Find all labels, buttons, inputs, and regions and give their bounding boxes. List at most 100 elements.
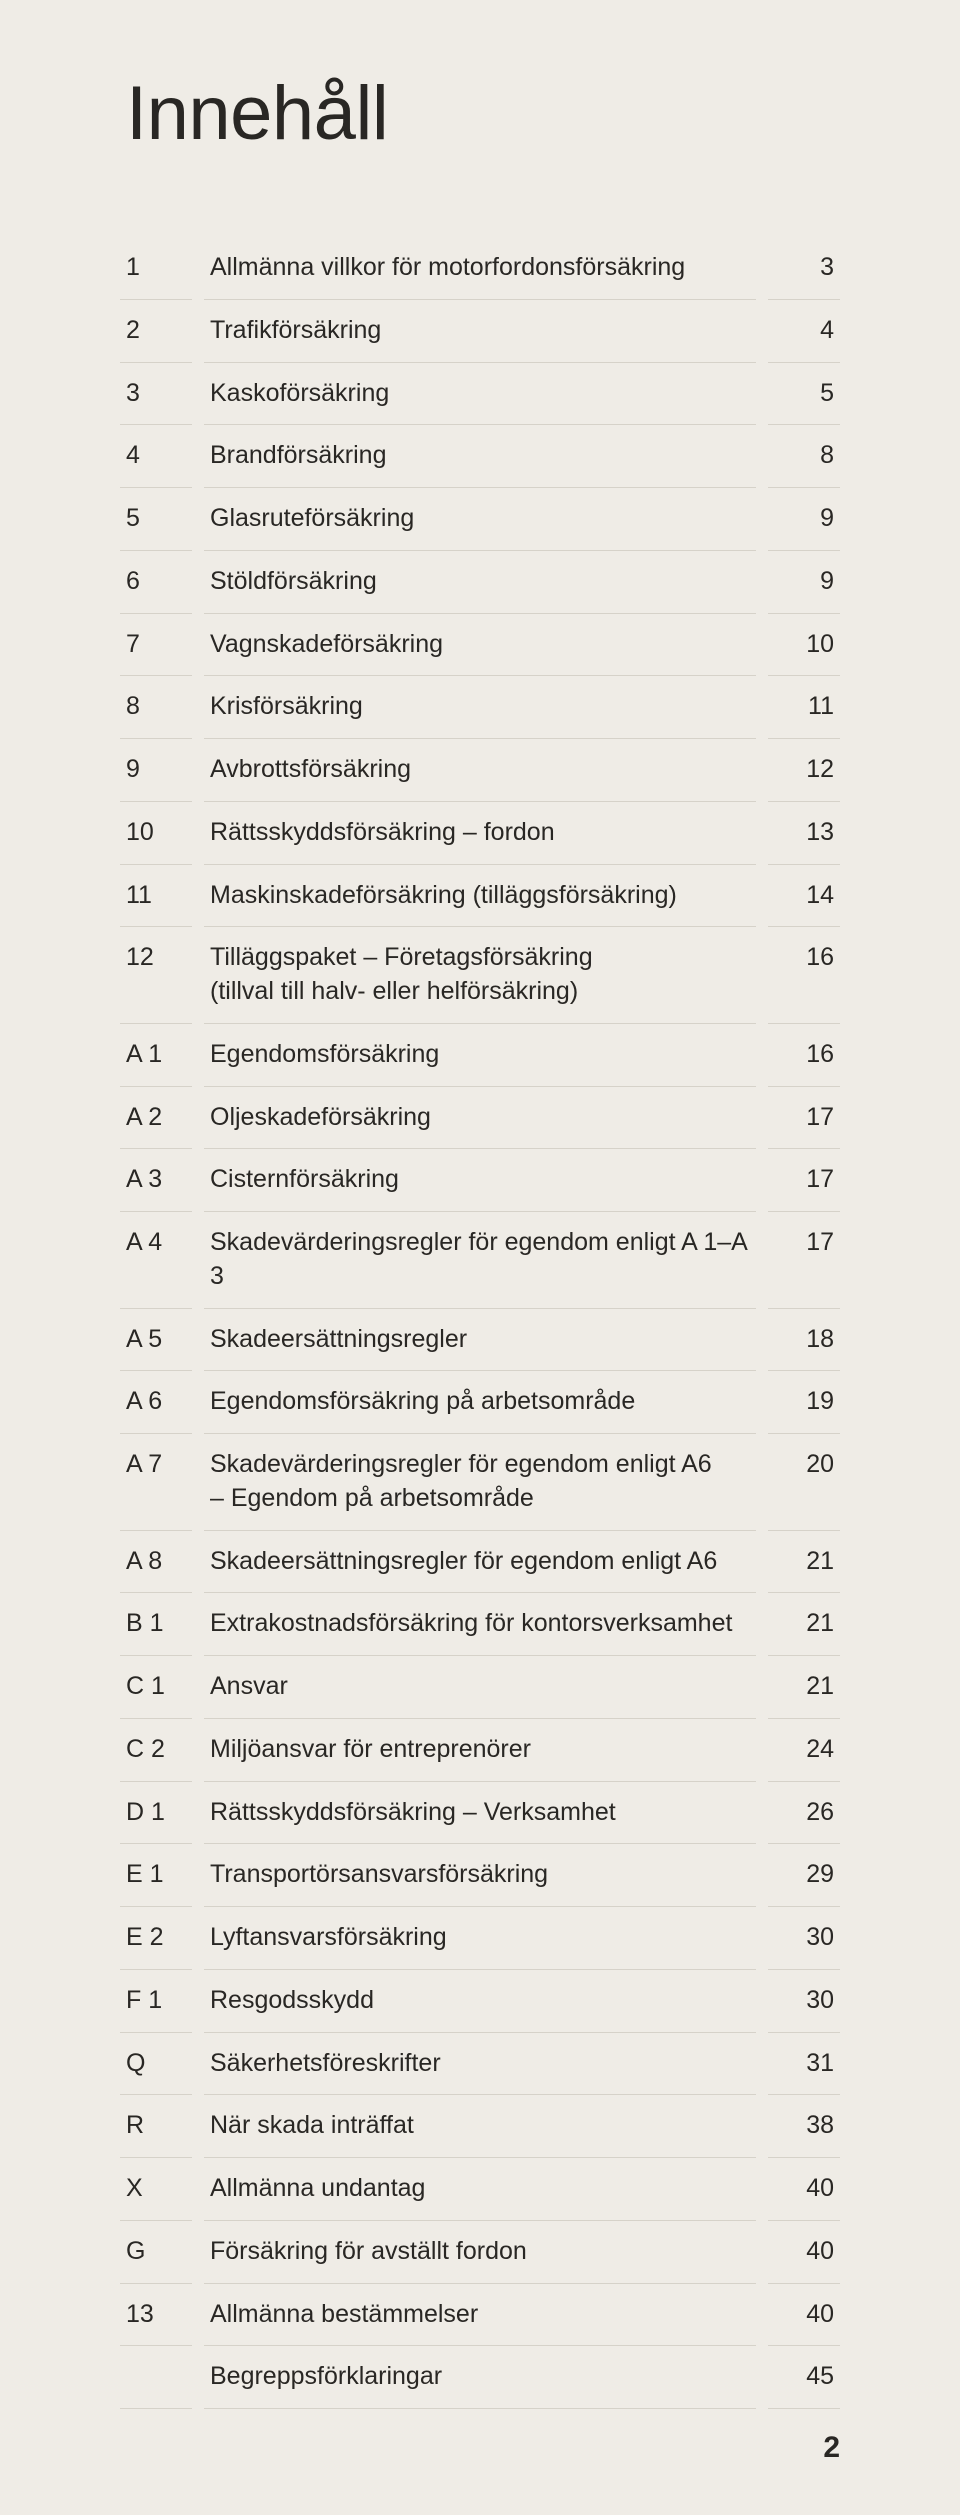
toc-page: 9: [768, 488, 840, 551]
toc-section: A 3: [120, 1149, 192, 1212]
toc-page: 45: [768, 2346, 840, 2409]
toc-section: G: [120, 2221, 192, 2284]
toc-table: 1Allmänna villkor för motorfordonsförsäk…: [120, 237, 840, 2409]
toc-label: Stöldförsäkring: [204, 551, 756, 614]
toc-label: Egendomsförsäkring: [204, 1024, 756, 1087]
toc-page: 30: [768, 1907, 840, 1970]
toc-section: 3: [120, 363, 192, 426]
toc-page: 31: [768, 2033, 840, 2096]
toc-label: Trafikförsäkring: [204, 300, 756, 363]
toc-section: 1: [120, 237, 192, 300]
toc-page: 10: [768, 614, 840, 677]
toc-section: E 1: [120, 1844, 192, 1907]
toc-label: Oljeskadeförsäkring: [204, 1087, 756, 1150]
toc-section: 11: [120, 865, 192, 928]
toc-section: 7: [120, 614, 192, 677]
toc-label: Egendomsförsäkring på arbetsområde: [204, 1371, 756, 1434]
toc-page: 26: [768, 1782, 840, 1845]
toc-label: Skadevärderingsregler för egendom enligt…: [204, 1212, 756, 1309]
toc-label: Begreppsförklaringar: [204, 2346, 756, 2409]
toc-page: 18: [768, 1309, 840, 1372]
toc-page: 24: [768, 1719, 840, 1782]
toc-section: A 5: [120, 1309, 192, 1372]
toc-label: När skada inträffat: [204, 2095, 756, 2158]
page-title: Innehåll: [120, 70, 840, 157]
toc-page: 9: [768, 551, 840, 614]
toc-page: 11: [768, 676, 840, 739]
toc-page: 29: [768, 1844, 840, 1907]
toc-section: Q: [120, 2033, 192, 2096]
toc-label: Vagnskadeförsäkring: [204, 614, 756, 677]
toc-section: 2: [120, 300, 192, 363]
toc-page: 21: [768, 1531, 840, 1594]
toc-page: 16: [768, 1024, 840, 1087]
toc-section: 13: [120, 2284, 192, 2347]
toc-section: 10: [120, 802, 192, 865]
toc-section: A 2: [120, 1087, 192, 1150]
toc-section: 12: [120, 927, 192, 1024]
toc-label: Brandförsäkring: [204, 425, 756, 488]
toc-label: Tilläggspaket – Företagsförsäkring (till…: [204, 927, 756, 1024]
toc-page: 17: [768, 1212, 840, 1309]
toc-label: Försäkring för avställt fordon: [204, 2221, 756, 2284]
toc-section: D 1: [120, 1782, 192, 1845]
toc-section: 4: [120, 425, 192, 488]
toc-label: Avbrottsförsäkring: [204, 739, 756, 802]
toc-label: Transportörsansvarsförsäkring: [204, 1844, 756, 1907]
toc-section: 5: [120, 488, 192, 551]
toc-section: 9: [120, 739, 192, 802]
toc-label: Säkerhetsföreskrifter: [204, 2033, 756, 2096]
toc-section: C 1: [120, 1656, 192, 1719]
toc-label: Skadeersättningsregler: [204, 1309, 756, 1372]
toc-label: Skadevärderingsregler för egendom enligt…: [204, 1434, 756, 1531]
toc-page: 40: [768, 2158, 840, 2221]
toc-section: A 1: [120, 1024, 192, 1087]
toc-page: 20: [768, 1434, 840, 1531]
toc-label: Cisternförsäkring: [204, 1149, 756, 1212]
toc-section: C 2: [120, 1719, 192, 1782]
toc-section: B 1: [120, 1593, 192, 1656]
toc-label: Resgodsskydd: [204, 1970, 756, 2033]
toc-label: Glasruteförsäkring: [204, 488, 756, 551]
toc-section: F 1: [120, 1970, 192, 2033]
toc-page: 3: [768, 237, 840, 300]
toc-section: R: [120, 2095, 192, 2158]
toc-label: Lyftansvarsförsäkring: [204, 1907, 756, 1970]
toc-page: 17: [768, 1087, 840, 1150]
toc-section: E 2: [120, 1907, 192, 1970]
toc-page: 8: [768, 425, 840, 488]
toc-label: Kaskoförsäkring: [204, 363, 756, 426]
toc-page: 21: [768, 1656, 840, 1719]
toc-label: Ansvar: [204, 1656, 756, 1719]
toc-label: Allmänna villkor för motorfordonsförsäkr…: [204, 237, 756, 300]
toc-page: 13: [768, 802, 840, 865]
toc-page: 19: [768, 1371, 840, 1434]
page-number: 2: [823, 2431, 840, 2465]
toc-page: 5: [768, 363, 840, 426]
toc-section: A 6: [120, 1371, 192, 1434]
toc-page: 30: [768, 1970, 840, 2033]
toc-page: 38: [768, 2095, 840, 2158]
toc-page: 40: [768, 2284, 840, 2347]
toc-page: 16: [768, 927, 840, 1024]
toc-label: Extrakostnadsförsäkring för kontorsverks…: [204, 1593, 756, 1656]
toc-label: Allmänna undantag: [204, 2158, 756, 2221]
toc-page: 21: [768, 1593, 840, 1656]
toc-page: 40: [768, 2221, 840, 2284]
toc-page: 4: [768, 300, 840, 363]
toc-section: X: [120, 2158, 192, 2221]
toc-label: Miljöansvar för entreprenörer: [204, 1719, 756, 1782]
toc-page: 17: [768, 1149, 840, 1212]
toc-label: Krisförsäkring: [204, 676, 756, 739]
toc-page: 14: [768, 865, 840, 928]
toc-section: A 8: [120, 1531, 192, 1594]
toc-section: 6: [120, 551, 192, 614]
toc-label: Allmänna bestämmelser: [204, 2284, 756, 2347]
toc-label: Skadeersättningsregler för egendom enlig…: [204, 1531, 756, 1594]
toc-page: 12: [768, 739, 840, 802]
page: Innehåll 1Allmänna villkor för motorford…: [0, 0, 960, 2515]
toc-label: Rättsskyddsförsäkring – fordon: [204, 802, 756, 865]
toc-label: Maskinskadeförsäkring (tilläggsförsäkrin…: [204, 865, 756, 928]
toc-section: A 4: [120, 1212, 192, 1309]
toc-section: [120, 2346, 192, 2409]
